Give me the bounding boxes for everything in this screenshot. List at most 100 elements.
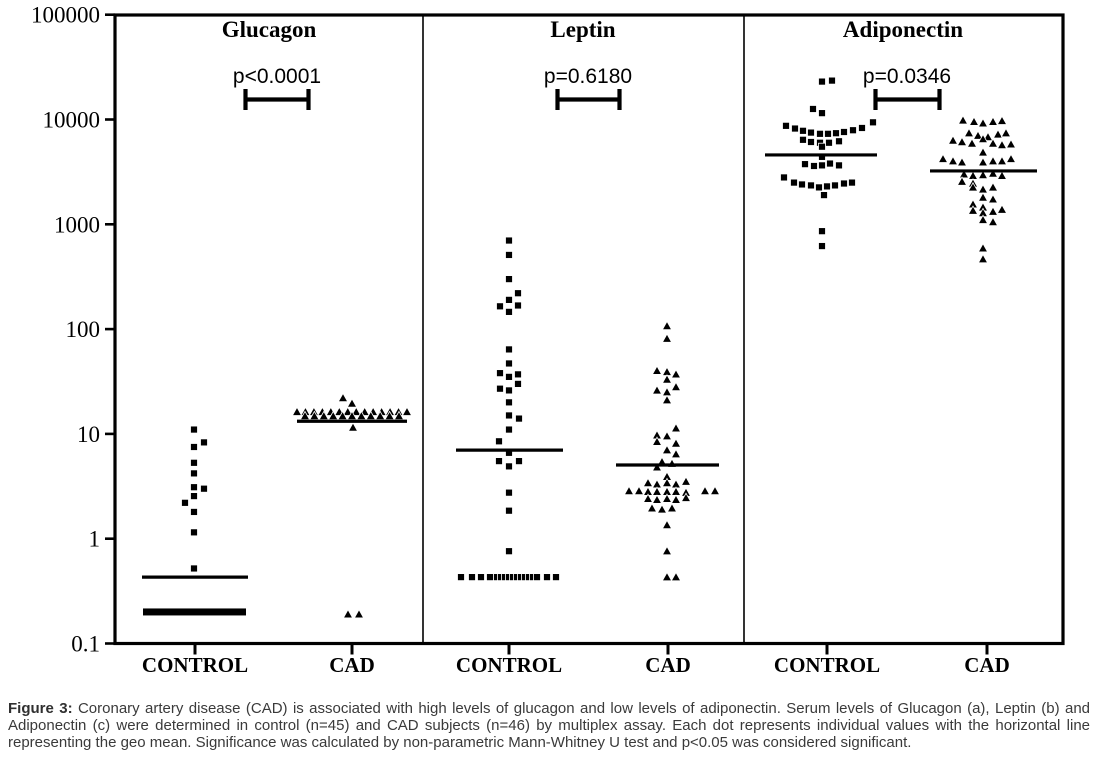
data-point-square <box>477 573 485 582</box>
data-point-square <box>831 181 839 190</box>
data-point-triangle <box>987 168 999 178</box>
data-point-triangle <box>670 381 682 392</box>
data-point-square <box>791 124 799 133</box>
data-point-square <box>514 370 522 379</box>
data-point-square <box>505 411 513 420</box>
data-point-square <box>823 182 831 191</box>
data-point-triangle <box>353 608 365 619</box>
data-point-triangle <box>651 384 663 395</box>
data-point-triangle <box>633 485 645 496</box>
data-point-square <box>505 506 513 515</box>
data-point-triangle <box>987 116 999 126</box>
y-tick-label: 100 <box>66 317 101 342</box>
x-group-label: CAD <box>964 653 1010 677</box>
x-group-label: CAD <box>329 653 375 677</box>
p-value-label: p=0.0346 <box>863 65 951 88</box>
data-point-square <box>820 191 828 199</box>
data-point-square <box>816 129 824 138</box>
data-point-square <box>782 121 790 130</box>
data-point-square <box>858 124 866 132</box>
data-point-square <box>190 443 198 451</box>
figure-caption-label: Figure 3: <box>8 700 73 717</box>
data-point-triangle <box>651 486 663 496</box>
data-point-triangle <box>996 170 1008 180</box>
data-point-triangle <box>1005 153 1017 163</box>
data-point-square <box>190 483 198 492</box>
data-point-triangle <box>350 406 362 416</box>
data-point-triangle <box>666 502 678 513</box>
data-point-triangle <box>623 485 635 496</box>
data-point-triangle <box>996 115 1008 125</box>
panel-title: Leptin <box>550 17 615 42</box>
data-point-triangle <box>987 181 999 192</box>
data-point-triangle <box>670 422 682 433</box>
data-point-triangle <box>977 133 989 144</box>
data-point-square <box>505 547 513 556</box>
data-point-triangle <box>996 139 1008 150</box>
chart-canvas: 100000 10000 1000 100 10 1 0.1 Glucagon p<0.0001… <box>31 3 1065 677</box>
data-point-triangle <box>342 406 354 416</box>
data-point-triangle <box>670 494 682 504</box>
data-point-triangle <box>947 155 959 166</box>
data-point-triangle <box>963 127 975 138</box>
data-point-triangle <box>1000 127 1012 138</box>
x-group-label: CAD <box>645 653 691 677</box>
plot-frame <box>113 13 1065 646</box>
data-point-square <box>799 126 807 135</box>
data-point-triangle <box>299 410 311 421</box>
data-point-triangle <box>987 193 999 204</box>
data-point-triangle <box>651 365 663 375</box>
data-point-square <box>515 414 523 423</box>
data-point-triangle <box>661 394 673 405</box>
data-point-triangle <box>972 130 984 140</box>
data-point-square <box>505 425 513 434</box>
y-tick-label: 10 <box>77 422 100 447</box>
y-tick-label: 0.1 <box>71 632 100 657</box>
data-point-triangle <box>670 438 682 448</box>
data-point-square <box>515 457 523 466</box>
data-point-triangle <box>966 138 978 148</box>
data-point-triangle <box>651 436 663 446</box>
data-point-square <box>190 528 198 537</box>
data-point-triangle <box>967 205 979 215</box>
data-point-square <box>505 462 513 471</box>
data-point-square <box>835 137 843 146</box>
data-point-triangle <box>327 410 339 421</box>
data-point-triangle <box>977 156 989 167</box>
panel-title: Glucagon <box>222 17 317 42</box>
data-point-triangle <box>987 216 999 227</box>
p-value-label: p=0.6180 <box>544 65 632 88</box>
data-point-square <box>533 573 541 582</box>
data-point-square <box>486 573 494 582</box>
y-tick-label: 100000 <box>31 3 100 28</box>
data-point-square <box>790 178 798 187</box>
data-point-triangle <box>1005 138 1017 149</box>
data-point-triangle <box>661 386 673 397</box>
data-point-square <box>514 379 522 388</box>
data-point-square <box>869 118 877 127</box>
data-point-triangle <box>347 422 359 432</box>
data-point-square <box>505 398 513 407</box>
data-point-triangle <box>987 155 999 166</box>
data-point-square <box>818 77 826 86</box>
data-point-triangle <box>642 493 654 503</box>
data-point-triangle <box>661 430 673 441</box>
data-point-triangle <box>996 155 1008 166</box>
data-point-triangle <box>374 410 386 421</box>
data-point-square <box>200 484 208 493</box>
data-point-square <box>807 138 815 146</box>
data-point-square <box>505 359 513 368</box>
data-point-triangle <box>661 545 673 556</box>
data-point-square <box>200 438 208 447</box>
data-point-square <box>552 573 560 582</box>
data-point-triangle <box>651 494 663 504</box>
x-group-label: CONTROL <box>774 653 880 677</box>
data-point-triangle <box>318 410 330 421</box>
data-point-square <box>818 227 826 236</box>
data-point-square <box>818 242 826 250</box>
data-point-triangle <box>337 410 348 421</box>
data-point-square <box>826 159 834 168</box>
data-point-square <box>818 161 826 170</box>
data-point-triangle <box>661 519 673 530</box>
data-point-square <box>818 109 826 118</box>
